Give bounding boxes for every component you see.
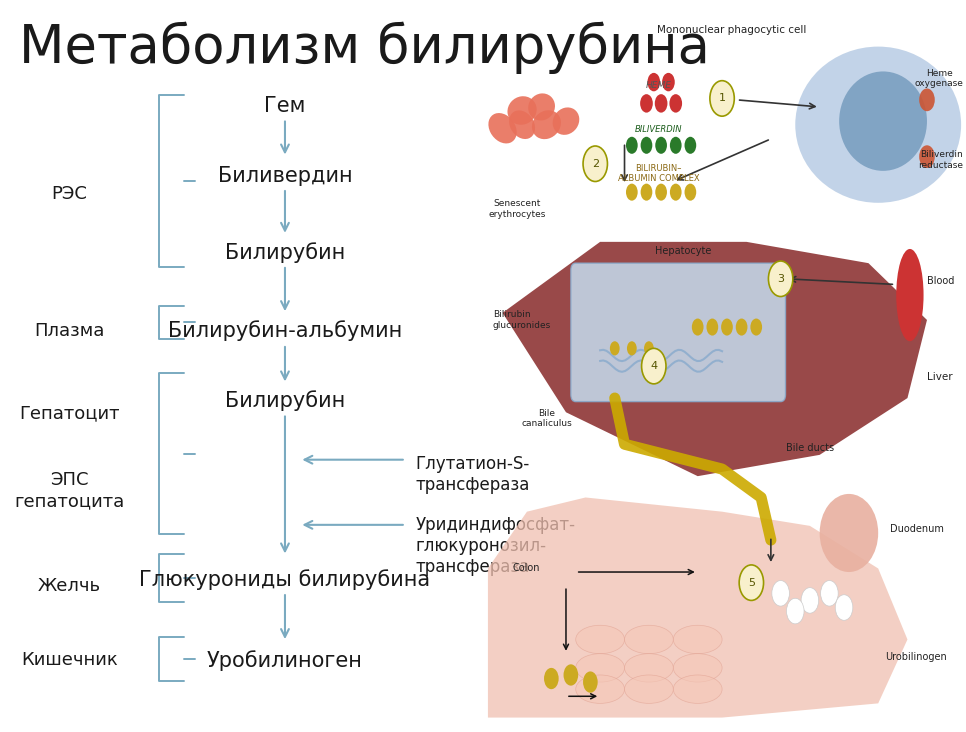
Ellipse shape (751, 318, 762, 335)
Ellipse shape (627, 341, 637, 356)
Text: Mononuclear phagocytic cell: Mononuclear phagocytic cell (657, 26, 807, 35)
Ellipse shape (721, 318, 733, 335)
Ellipse shape (610, 341, 619, 356)
Ellipse shape (544, 668, 558, 690)
Ellipse shape (644, 341, 654, 356)
Text: BILIVERDIN: BILIVERDIN (635, 125, 682, 134)
Text: 5: 5 (748, 578, 754, 588)
Text: Плазма: Плазма (35, 322, 104, 340)
Ellipse shape (563, 665, 579, 686)
Circle shape (583, 146, 608, 182)
Text: Гем: Гем (265, 96, 305, 116)
Ellipse shape (625, 654, 673, 682)
Ellipse shape (576, 625, 625, 654)
Ellipse shape (576, 654, 625, 682)
Text: Urobilinogen: Urobilinogen (885, 652, 947, 662)
Text: Blood: Blood (927, 276, 954, 286)
Ellipse shape (669, 184, 682, 201)
Text: 1: 1 (719, 94, 725, 103)
Ellipse shape (669, 94, 682, 113)
Ellipse shape (655, 137, 667, 154)
Text: Hepatocyte: Hepatocyte (655, 246, 711, 256)
Text: Liver: Liver (927, 372, 952, 382)
Text: Глутатион-S-
трансфераза: Глутатион-S- трансфераза (415, 455, 529, 494)
Text: Duodenum: Duodenum (891, 524, 944, 534)
Ellipse shape (920, 145, 935, 168)
Ellipse shape (821, 580, 838, 606)
Text: ЭПС
гепатоцита: ЭПС гепатоцита (14, 471, 125, 510)
Text: Bile ducts: Bile ducts (785, 443, 834, 453)
Ellipse shape (836, 594, 853, 620)
Ellipse shape (640, 94, 653, 113)
Text: Bile
canaliculus: Bile canaliculus (521, 408, 572, 428)
Text: Глюкурониды билирубина: Глюкурониды билирубина (139, 569, 431, 590)
Text: 2: 2 (592, 159, 599, 169)
Ellipse shape (640, 137, 652, 154)
Polygon shape (502, 242, 927, 477)
Ellipse shape (772, 580, 789, 606)
Ellipse shape (685, 137, 696, 154)
Ellipse shape (625, 625, 673, 654)
Text: Bilirubin
glucuronides: Bilirubin glucuronides (493, 310, 551, 329)
Ellipse shape (685, 184, 696, 201)
Ellipse shape (819, 494, 878, 572)
Circle shape (739, 565, 763, 600)
Text: Билирубин: Билирубин (225, 242, 345, 263)
Ellipse shape (626, 137, 638, 154)
Text: Heme
oxygenase: Heme oxygenase (915, 69, 963, 89)
Ellipse shape (626, 184, 638, 201)
Ellipse shape (795, 47, 961, 203)
Text: Уробилиноген: Уробилиноген (207, 650, 363, 671)
Ellipse shape (507, 96, 537, 124)
Ellipse shape (647, 73, 660, 92)
Ellipse shape (576, 675, 625, 703)
Text: Senescent
erythrocytes: Senescent erythrocytes (489, 199, 546, 219)
Text: Кишечник: Кишечник (21, 651, 118, 669)
Text: 4: 4 (650, 361, 657, 371)
Text: Уридиндифосфат-
глюкуронозил-
трансфераза: Уридиндифосфат- глюкуронозил- трансфераз… (415, 516, 576, 575)
Ellipse shape (736, 318, 748, 335)
Ellipse shape (673, 654, 722, 682)
Circle shape (710, 81, 734, 116)
Ellipse shape (528, 94, 555, 121)
Text: BILIRUBIN–
ALBUMIN COMPLEX: BILIRUBIN– ALBUMIN COMPLEX (618, 164, 699, 184)
Text: Метаболизм билирубина: Метаболизм билирубина (19, 22, 710, 75)
Text: Биливердин: Биливердин (217, 165, 353, 186)
Ellipse shape (801, 588, 818, 613)
Ellipse shape (532, 111, 561, 139)
Ellipse shape (640, 184, 652, 201)
Ellipse shape (839, 72, 927, 171)
Ellipse shape (509, 111, 535, 139)
Text: Билирубин: Билирубин (225, 390, 345, 411)
Ellipse shape (786, 598, 804, 624)
Text: HEME: HEME (645, 81, 671, 90)
Ellipse shape (489, 113, 517, 143)
Text: 3: 3 (777, 274, 784, 284)
Ellipse shape (673, 625, 722, 654)
Ellipse shape (553, 108, 580, 135)
Text: Гепатоцит: Гепатоцит (19, 405, 120, 422)
Text: Желчь: Желчь (38, 577, 101, 594)
Polygon shape (488, 498, 907, 717)
Ellipse shape (655, 184, 667, 201)
Ellipse shape (706, 318, 718, 335)
Text: Biliverdin
reductase: Biliverdin reductase (919, 151, 963, 170)
Ellipse shape (920, 89, 935, 111)
Text: Билирубин-альбумин: Билирубин-альбумин (168, 321, 402, 341)
Text: Colon: Colon (512, 564, 540, 573)
Ellipse shape (673, 675, 722, 703)
Ellipse shape (655, 94, 668, 113)
Circle shape (768, 261, 793, 296)
Ellipse shape (669, 137, 682, 154)
FancyBboxPatch shape (571, 264, 785, 402)
Ellipse shape (692, 318, 703, 335)
Ellipse shape (896, 249, 923, 341)
Ellipse shape (662, 73, 675, 92)
Text: РЭС: РЭС (51, 185, 88, 203)
Ellipse shape (583, 671, 598, 692)
Circle shape (641, 348, 666, 384)
Ellipse shape (625, 675, 673, 703)
